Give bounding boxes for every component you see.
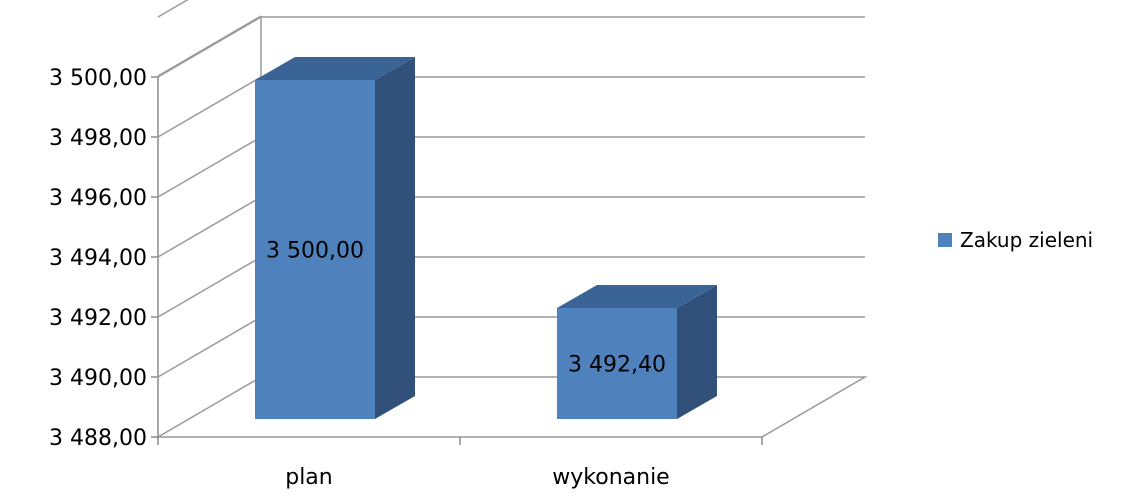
- x-category-label: wykonanie: [552, 465, 669, 490]
- y-tick-label: 3 494,00: [49, 246, 147, 271]
- bar-top-face: [557, 285, 717, 308]
- side-wall-top-edge: [157, 15, 262, 77]
- bar-side-face: [375, 57, 415, 419]
- legend-swatch: [938, 233, 952, 247]
- bar-wykonanie: [557, 285, 717, 419]
- y-axis-ticks: 3 488,00 3 490,00 3 492,00 3 494,00 3 496,00…: [49, 66, 158, 451]
- bar-top-face: [255, 57, 415, 80]
- y-tick-label: 3 488,00: [49, 426, 147, 451]
- data-label: 3 492,40: [568, 353, 666, 378]
- legend: Zakup zieleni: [938, 228, 1093, 252]
- y-tick-label: 3 496,00: [49, 186, 147, 211]
- x-category-label: plan: [285, 465, 333, 490]
- y-tick-label: 3 490,00: [49, 366, 147, 391]
- bar-front-face: [557, 308, 677, 419]
- gridline: [157, 0, 189, 18]
- y-tick-label: 3 492,00: [49, 306, 147, 331]
- bar-side-face: [677, 285, 717, 419]
- bar-front-face: [255, 80, 375, 419]
- bars: [255, 57, 717, 419]
- data-label: 3 500,00: [266, 239, 364, 264]
- data-labels: 3 500,00 3 492,40: [266, 239, 666, 378]
- y-tick-label: 3 500,00: [49, 66, 147, 91]
- y-tick-label: 3 498,00: [49, 126, 147, 151]
- x-axis-ticks: plan wykonanie: [157, 437, 763, 490]
- chart-floor: [155, 376, 868, 438]
- legend-label: Zakup zieleni: [960, 228, 1093, 252]
- bar-plan: [255, 57, 415, 419]
- gridline: [157, 16, 865, 78]
